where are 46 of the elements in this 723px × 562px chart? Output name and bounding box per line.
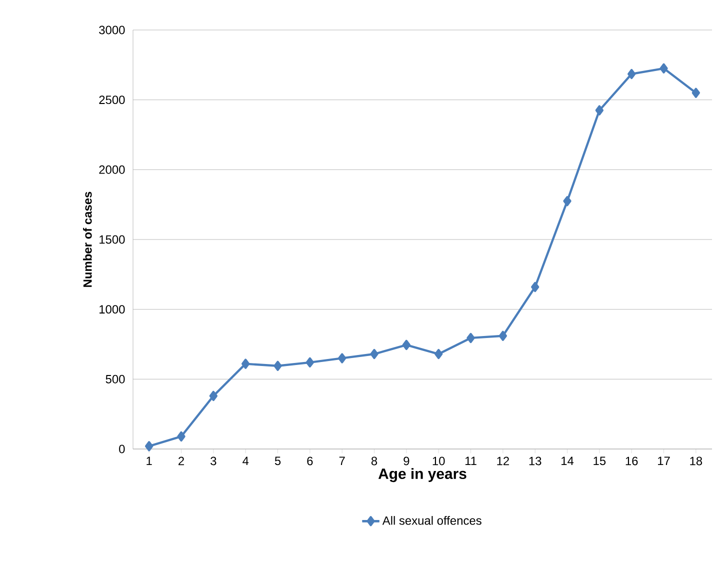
point	[177, 431, 186, 442]
point	[145, 441, 154, 452]
x-tick-label: 2	[178, 456, 184, 466]
point	[306, 357, 314, 368]
x-tick-label: 10	[432, 456, 445, 466]
point	[692, 88, 700, 98]
y-tick-label: 500	[106, 374, 125, 384]
x-tick-label: 8	[371, 456, 378, 466]
point	[209, 390, 218, 402]
x-tick-label: 13	[529, 456, 542, 466]
point	[595, 105, 604, 116]
point	[531, 282, 540, 292]
point	[274, 360, 282, 371]
point	[434, 348, 443, 360]
y-tick-label: 1500	[100, 235, 125, 244]
point	[563, 196, 572, 206]
x-tick-label: 6	[307, 456, 313, 466]
x-tick-label: 16	[626, 456, 638, 466]
point	[242, 358, 250, 369]
point	[628, 68, 636, 80]
y-axis-title: Number of cases	[83, 192, 92, 287]
point	[466, 332, 475, 344]
point	[660, 63, 668, 74]
y-tick-label: 2500	[99, 96, 125, 104]
y-tick-label: 3000	[99, 26, 125, 34]
x-tick-label: 18	[690, 456, 702, 466]
legend-label: All sexual offences	[382, 516, 482, 525]
x-tick-label: 12	[497, 456, 509, 466]
x-tick-label: 14	[562, 456, 574, 465]
y-tick-label: 1000	[100, 305, 125, 314]
point	[402, 340, 411, 350]
x-tick-label: 11	[465, 456, 476, 465]
y-tick-label: 0	[119, 444, 125, 454]
x-tick-label: 1	[146, 456, 152, 465]
x-tick-label: 17	[658, 456, 670, 465]
x-axis-title: Age in years	[378, 468, 466, 482]
point	[498, 330, 508, 341]
point	[370, 348, 378, 360]
x-tick-label: 7	[339, 456, 345, 465]
x-tick-label: 15	[594, 456, 606, 466]
point	[338, 353, 346, 364]
x-tick-label: 5	[274, 456, 281, 466]
x-tick-label: 9	[404, 456, 410, 466]
x-tick-label: 3	[210, 456, 216, 466]
y-tick-label: 2000	[99, 165, 125, 174]
x-tick-label: 4	[242, 456, 249, 465]
